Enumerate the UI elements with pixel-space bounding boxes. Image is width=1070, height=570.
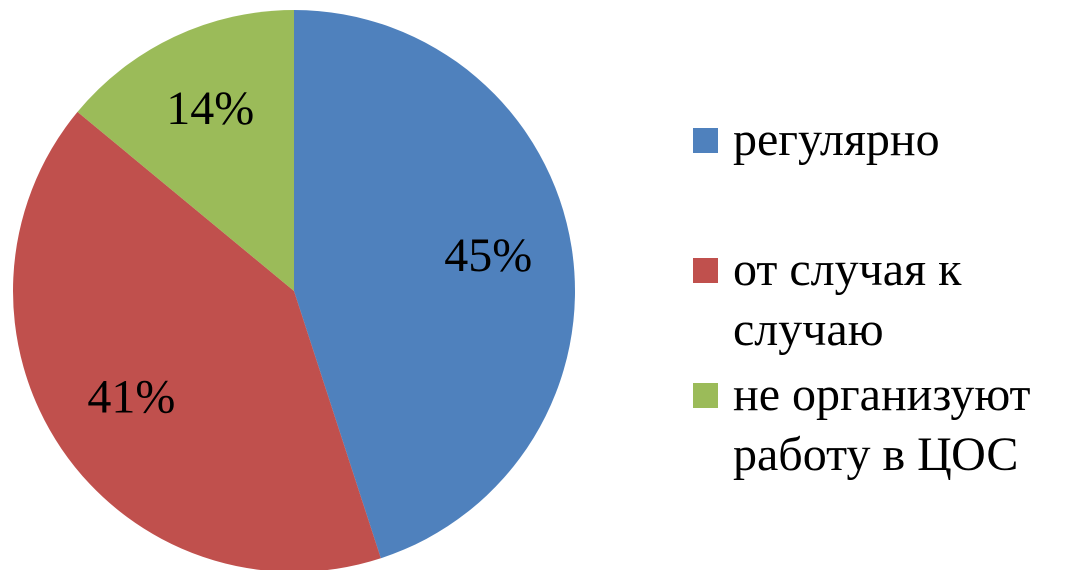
legend-label: регулярно — [733, 113, 940, 166]
legend-label: от случая к случаю — [733, 243, 962, 356]
legend-entry: не организуют работу в ЦОС — [693, 365, 1068, 485]
data-label: 45% — [444, 229, 532, 282]
pie-slice — [13, 111, 381, 570]
legend-entry: от случая к случаю — [693, 240, 1068, 360]
legend-swatch — [693, 258, 718, 283]
pie-slice — [294, 10, 575, 559]
data-label: 41% — [87, 371, 175, 424]
data-label: 14% — [166, 82, 254, 135]
legend-swatch — [693, 128, 718, 153]
legend-entry: регулярно — [693, 110, 1068, 170]
legend-label: не организуют работу в ЦОС — [733, 368, 1031, 481]
legend-swatch — [693, 383, 718, 408]
pie-slice — [77, 10, 294, 291]
